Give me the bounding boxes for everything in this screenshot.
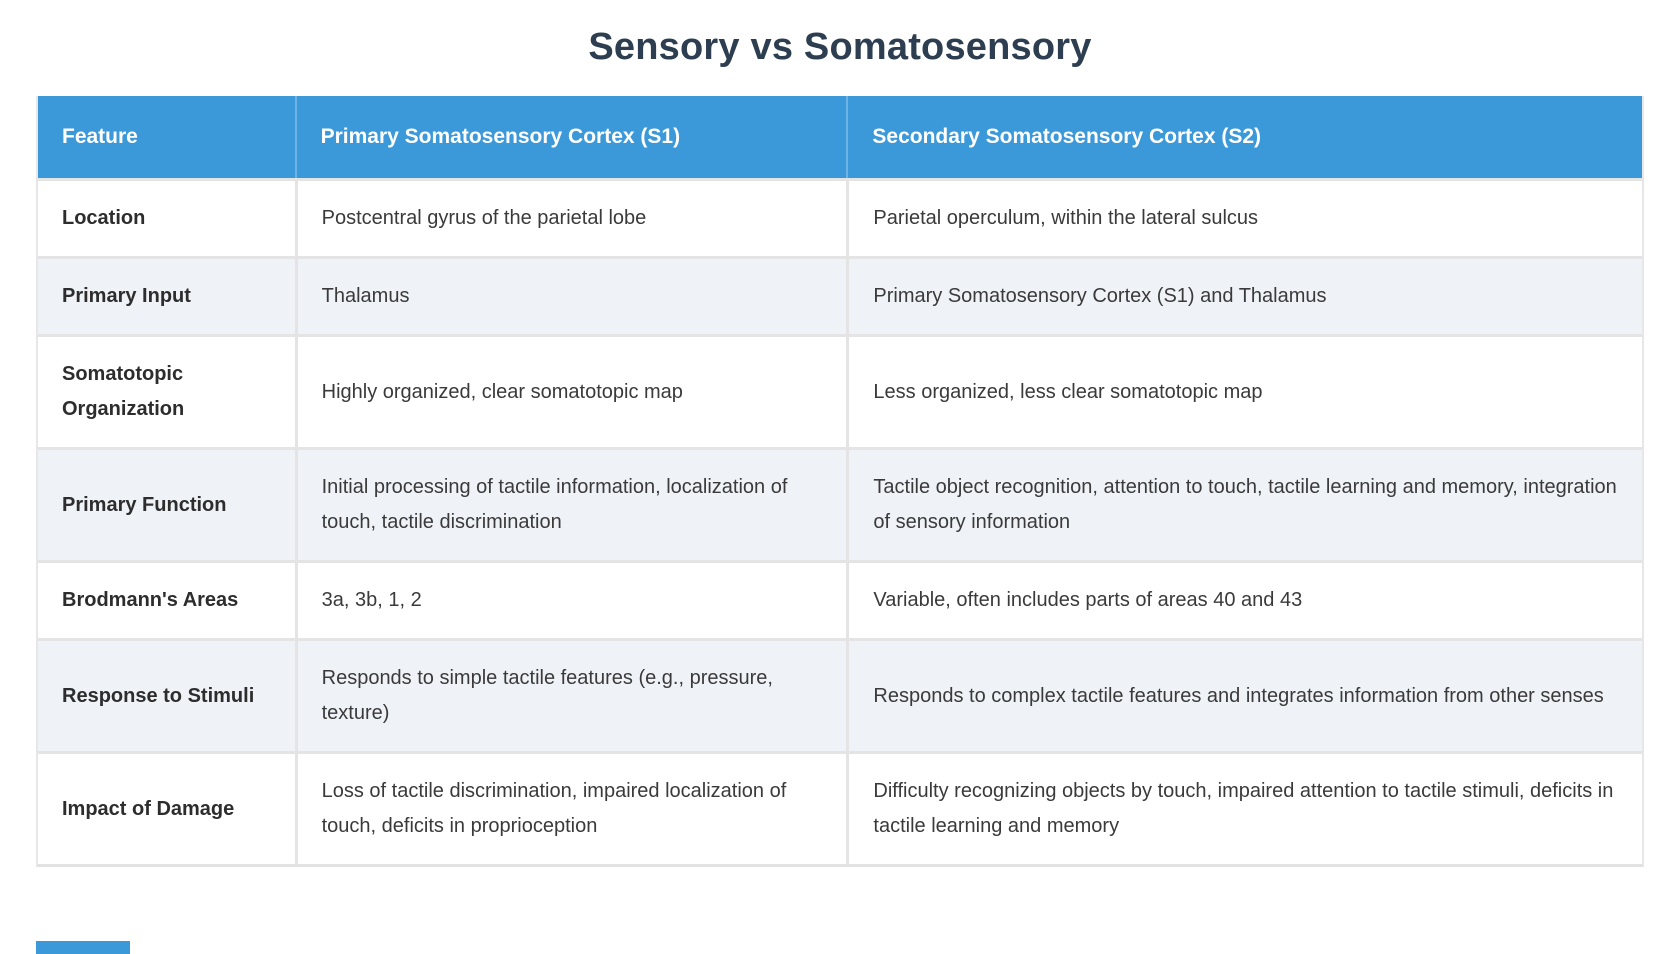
s1-cell: Loss of tactile discrimination, impaired… — [294, 751, 847, 864]
table-header: Feature Primary Somatosensory Cortex (S1… — [38, 96, 1642, 178]
s1-cell: Postcentral gyrus of the parietal lobe — [294, 178, 847, 256]
header-cell-s2: Secondary Somatosensory Cortex (S2) — [846, 96, 1642, 178]
s2-cell: Less organized, less clear somatotopic m… — [846, 334, 1642, 447]
s2-cell: Variable, often includes parts of areas … — [846, 560, 1642, 638]
table-row: Location Postcentral gyrus of the pariet… — [38, 178, 1642, 256]
header-cell-feature: Feature — [38, 96, 295, 178]
table-row: Primary Function Initial processing of t… — [38, 447, 1642, 560]
s1-cell: Responds to simple tactile features (e.g… — [294, 638, 847, 751]
s2-cell: Difficulty recognizing objects by touch,… — [846, 751, 1642, 864]
feature-cell: Primary Function — [38, 447, 295, 560]
s1-cell: Initial processing of tactile informatio… — [294, 447, 847, 560]
table-row: Primary Input Thalamus Primary Somatosen… — [38, 256, 1642, 334]
feature-cell: Response to Stimuli — [38, 638, 295, 751]
header-row: Feature Primary Somatosensory Cortex (S1… — [38, 96, 1642, 178]
feature-cell: Impact of Damage — [38, 751, 295, 864]
table-row: Brodmann's Areas 3a, 3b, 1, 2 Variable, … — [38, 560, 1642, 638]
page-title: Sensory vs Somatosensory — [588, 26, 1092, 68]
feature-cell: Location — [38, 178, 295, 256]
table-row: Response to Stimuli Responds to simple t… — [38, 638, 1642, 751]
s1-cell: Highly organized, clear somatotopic map — [294, 334, 847, 447]
next-table-header-partial — [36, 941, 130, 954]
feature-cell: Somatotopic Organization — [38, 334, 295, 447]
feature-cell: Brodmann's Areas — [38, 560, 295, 638]
s1-cell: 3a, 3b, 1, 2 — [294, 560, 847, 638]
s2-cell: Primary Somatosensory Cortex (S1) and Th… — [846, 256, 1642, 334]
s2-cell: Tactile object recognition, attention to… — [846, 447, 1642, 560]
table-row: Somatotopic Organization Highly organize… — [38, 334, 1642, 447]
header-cell-s1: Primary Somatosensory Cortex (S1) — [294, 96, 847, 178]
s2-cell: Responds to complex tactile features and… — [846, 638, 1642, 751]
comparison-table: Feature Primary Somatosensory Cortex (S1… — [36, 96, 1644, 867]
table-row: Impact of Damage Loss of tactile discrim… — [38, 751, 1642, 864]
s2-cell: Parietal operculum, within the lateral s… — [846, 178, 1642, 256]
feature-cell: Primary Input — [38, 256, 295, 334]
s1-cell: Thalamus — [294, 256, 847, 334]
